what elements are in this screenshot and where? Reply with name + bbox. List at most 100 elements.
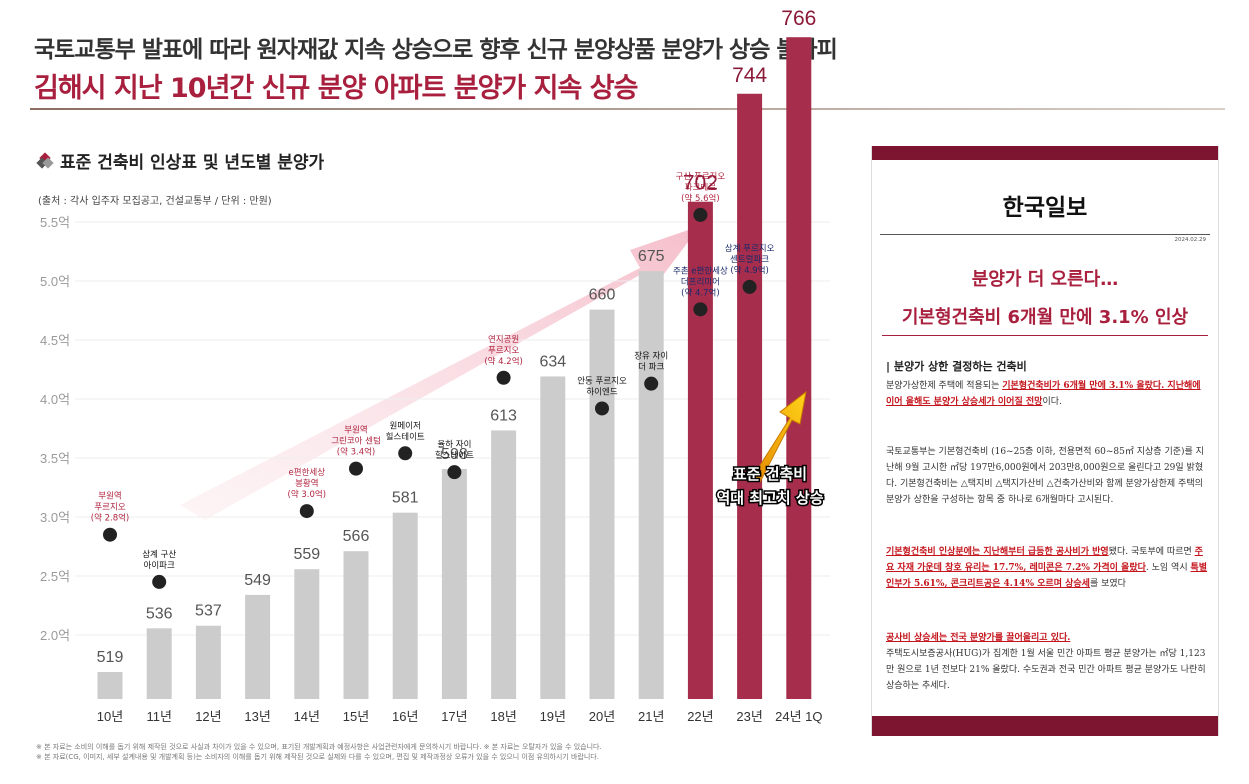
bar bbox=[540, 376, 566, 699]
bar-value-label: 566 bbox=[343, 528, 370, 545]
data-point bbox=[349, 461, 363, 476]
data-point-label: 파크테르 bbox=[685, 183, 716, 193]
x-tick-label: 15년 bbox=[343, 709, 369, 724]
bar bbox=[786, 37, 812, 699]
data-point-label: 장유 자이 bbox=[634, 351, 668, 362]
source-note: (출처 : 각사 입주자 모집공고, 건설교통부 / 단위 : 만원) bbox=[38, 196, 272, 207]
bar-value-label: 675 bbox=[638, 248, 665, 265]
data-point-label: 푸르지오 bbox=[488, 346, 519, 356]
x-tick-label: 13년 bbox=[244, 709, 270, 724]
trend-arrow bbox=[180, 226, 700, 520]
bar bbox=[343, 551, 369, 699]
x-tick-label: 22년 bbox=[687, 709, 713, 724]
data-point-label: 안동 푸르지오 bbox=[577, 375, 627, 386]
bar bbox=[589, 309, 615, 699]
headline-2: 김해시 지난 10년간 신규 분양 아파트 분양가 지속 상승 bbox=[34, 73, 638, 104]
x-tick-label: 16년 bbox=[392, 709, 418, 724]
news-paragraph-3: 기본형건축비 인상분에는 지난해부터 급등한 공사비가 반영됐다. 국토부에 따… bbox=[886, 547, 1208, 589]
newspaper-date: 2024.02.29 bbox=[1174, 237, 1207, 243]
bar bbox=[441, 468, 467, 699]
data-point-label: (약 5.6억) bbox=[681, 193, 720, 204]
chart: 5.5억 5.0억 4.5억 4.0억 3.5억 3.0억 2.5억 2.0억 519 536 5… bbox=[40, 7, 830, 724]
callout-text: 역대 최고치 상승 bbox=[716, 489, 823, 507]
y-tick-label: 3.0억 bbox=[40, 510, 70, 525]
y-tick-label: 3.5억 bbox=[40, 451, 70, 466]
bar bbox=[294, 569, 320, 699]
news-headline-1: 분양가 더 오른다… bbox=[971, 269, 1119, 290]
bar bbox=[638, 271, 664, 699]
data-point-label: 삼계 구산 bbox=[142, 549, 176, 560]
data-point bbox=[447, 465, 462, 480]
data-point-label: 더 파크 bbox=[638, 363, 664, 373]
data-point bbox=[152, 574, 167, 589]
bar bbox=[146, 628, 172, 699]
x-tick-label: 10년 bbox=[97, 709, 123, 724]
trend-arrow-shape bbox=[180, 226, 700, 520]
bar bbox=[491, 430, 517, 699]
data-point-label: e편한세상 bbox=[289, 467, 326, 478]
data-point-label: 푸르지오 bbox=[94, 503, 125, 513]
bar-value-label: 536 bbox=[146, 605, 173, 622]
data-point-label: 율하 자이 bbox=[437, 439, 471, 450]
bar-value-label: 519 bbox=[97, 649, 124, 666]
bar-value-label: 559 bbox=[293, 546, 320, 563]
data-point bbox=[693, 302, 708, 317]
data-point-label: (약 2.8억) bbox=[91, 513, 130, 524]
x-tick-label: 23년 bbox=[736, 709, 762, 724]
news-clipping: 한국일보 2024.02.29 분양가 더 오른다… 기본형건축비 6개월 만에… bbox=[871, 146, 1219, 736]
data-point bbox=[103, 527, 117, 542]
y-axis: 5.5억 5.0억 4.5억 4.0억 3.5억 3.0억 2.5억 2.0억 bbox=[40, 215, 70, 643]
news-top-bar bbox=[872, 146, 1218, 160]
data-point-label: (약 3.4억) bbox=[337, 447, 376, 458]
data-point-label: 힐스테이트 bbox=[386, 431, 425, 442]
news-headline-2: 기본형건축비 6개월 만에 3.1% 인상 bbox=[901, 307, 1189, 328]
news-headline-rule bbox=[882, 335, 1208, 336]
news-paragraph-2: 국토교통부는 기본형건축비 (16~25층 이하, 전용면적 60~85㎡ 지상… bbox=[886, 447, 1204, 505]
x-tick-label: 20년 bbox=[589, 709, 615, 724]
data-point-label: (약 4.2억) bbox=[484, 356, 523, 367]
data-point-label: 삼계 푸르지오 bbox=[725, 243, 775, 254]
news-paragraph-4: 공사비 상승세는 전국 분양가를 끌어올리고 있다. 주택도시보증공사(HUG)가… bbox=[886, 633, 1206, 691]
bar-series: 519 536 537 549 559 566 581 598 613 634 660 675 702 7… bbox=[97, 7, 816, 699]
x-axis: 10년 11년 12년 13년 14년 15년 16년 17년 18년 19년 20년 21년 22년 2… bbox=[97, 709, 823, 724]
callout-text: 표준 건축비 bbox=[733, 465, 807, 483]
bar bbox=[392, 512, 418, 699]
x-tick-label: 14년 bbox=[294, 709, 320, 724]
data-point bbox=[595, 401, 609, 416]
bar-value-label: 581 bbox=[392, 490, 419, 507]
data-point bbox=[398, 446, 413, 461]
footnote-2: ※ 본 자료(CG, 이미지, 세부 설계내용 및 개발계획 등)는 소비자의 … bbox=[36, 753, 599, 761]
news-paragraph-1: 분양가상한제 주택에 적용되는 기본형건축비가 6개월 만에 3.1% 올랐다.… bbox=[886, 381, 1201, 407]
bar-value-label: 744 bbox=[732, 64, 767, 87]
y-tick-label: 2.5억 bbox=[40, 569, 70, 584]
x-tick-label: 19년 bbox=[540, 709, 566, 724]
headline-1: 국토교통부 발표에 따라 원자재값 지속 상승으로 향후 신규 분양상품 분양가… bbox=[34, 37, 838, 63]
x-tick-label: 18년 bbox=[490, 709, 516, 724]
bar-value-label: 660 bbox=[589, 287, 616, 304]
section-title: 표준 건축비 인상표 및 년도별 분양가 bbox=[36, 148, 324, 173]
y-tick-label: 5.0억 bbox=[40, 274, 70, 289]
data-point-label: (약 4.7억) bbox=[681, 287, 720, 298]
data-point-label: 부원역 bbox=[344, 425, 367, 436]
y-tick-label: 4.0억 bbox=[40, 392, 70, 407]
y-tick-label: 4.5억 bbox=[40, 333, 70, 348]
y-tick-label: 5.5억 bbox=[40, 215, 70, 230]
data-point bbox=[496, 370, 511, 385]
newspaper-name: 한국일보 bbox=[1002, 195, 1088, 221]
data-point-label: 힐스테이트 bbox=[435, 450, 474, 461]
data-point bbox=[693, 207, 708, 222]
footnote-1: ※ 본 자료는 소비의 이해를 돕기 위해 제작된 것으로 사실과 차이가 있을… bbox=[36, 743, 602, 751]
x-tick-label: 24년 1Q bbox=[775, 709, 822, 724]
data-point-label: 구산 푸르지오 bbox=[676, 171, 726, 182]
x-tick-label: 12년 bbox=[195, 709, 221, 724]
data-point-label: 부원역 bbox=[98, 491, 121, 502]
data-point bbox=[299, 504, 314, 519]
bar-value-label: 702 bbox=[683, 172, 718, 195]
bar bbox=[687, 201, 713, 699]
y-tick-label: 2.0억 bbox=[40, 628, 70, 643]
bar-value-label: 537 bbox=[195, 603, 222, 620]
data-point bbox=[644, 376, 659, 391]
news-subhead: | 분양가 상한 결정하는 건축비 bbox=[886, 360, 1027, 373]
bar bbox=[737, 93, 763, 699]
